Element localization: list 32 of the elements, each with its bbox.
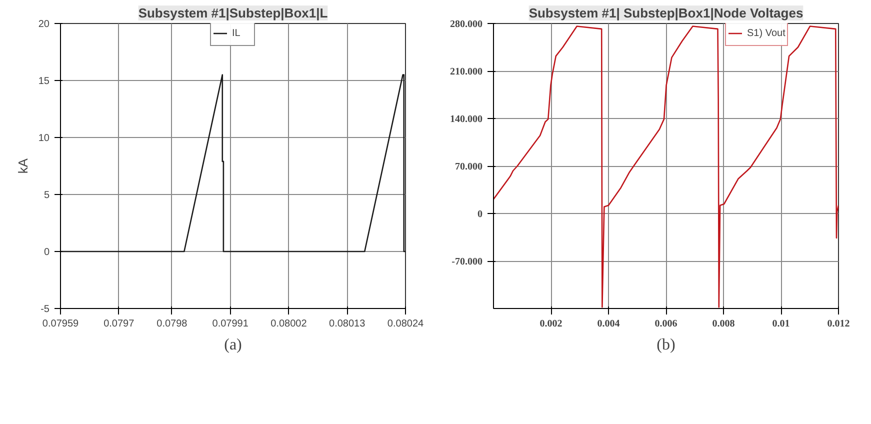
x-tick-label: 0.0798 xyxy=(156,318,188,330)
x-tick-label: 0.01 xyxy=(772,318,790,330)
legend-label: S1) Vout xyxy=(747,28,786,38)
text: (a) xyxy=(224,336,242,354)
x-tick-label: 0.004 xyxy=(597,318,620,330)
text: (b) xyxy=(656,336,676,354)
x-tick-label: 0.07991 xyxy=(212,318,249,330)
y-tick-label: 0 xyxy=(478,209,482,220)
x-tick-label: 0.002 xyxy=(540,318,562,330)
y-tick-label: 210.000 xyxy=(450,66,482,78)
chart-title: Subsystem #1| Substep|Box1|Node Voltages xyxy=(528,6,804,20)
y-tick-label: -5 xyxy=(40,304,50,315)
y-tick-label: 15 xyxy=(38,76,50,87)
chart-title: Subsystem #1|Substep|Box1|L xyxy=(138,6,328,20)
y-tick-label: 5 xyxy=(44,190,50,201)
x-tick-label: 0.07959 xyxy=(42,318,80,330)
y-tick-label: 140.000 xyxy=(450,114,482,125)
y-tick-label: -70.000 xyxy=(452,256,483,268)
x-tick-label: 0.08024 xyxy=(387,318,424,330)
y-tick-label: 280.000 xyxy=(450,19,482,30)
legend-label: IL xyxy=(232,28,242,38)
y-tick-label: 0 xyxy=(44,247,50,258)
y-tick-label: 10 xyxy=(38,133,50,144)
x-tick-label: 0.08002 xyxy=(270,318,308,330)
y-tick-label: 70.000 xyxy=(455,162,482,172)
x-tick-label: 0.006 xyxy=(654,318,678,330)
x-tick-label: 0.08013 xyxy=(329,318,366,330)
x-tick-label: 0.0797 xyxy=(104,318,135,330)
y-axis-title: kA xyxy=(15,158,30,174)
y-tick-label: 20 xyxy=(38,19,50,30)
x-tick-label: 0.012 xyxy=(827,318,850,330)
x-tick-label: 0.008 xyxy=(712,318,735,330)
